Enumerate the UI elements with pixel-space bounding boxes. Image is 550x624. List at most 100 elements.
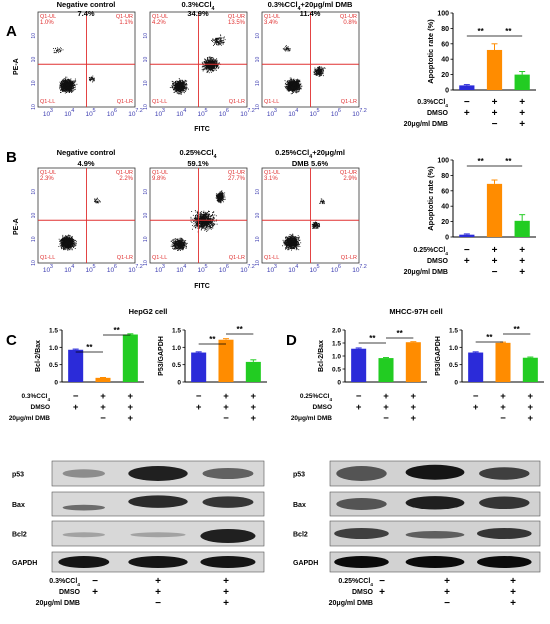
flow-event xyxy=(67,239,69,241)
flow-event xyxy=(62,84,64,86)
flow-event xyxy=(177,83,179,85)
flow-event xyxy=(69,247,71,249)
flow-event xyxy=(210,63,212,65)
flow-event xyxy=(71,90,73,92)
flow-event xyxy=(288,50,290,52)
flow-event xyxy=(63,91,65,93)
flow-event xyxy=(68,90,70,92)
flow-event xyxy=(218,63,220,64)
flow-event xyxy=(74,243,76,245)
flow-event xyxy=(183,84,185,86)
flow-event xyxy=(293,89,295,91)
flow-event xyxy=(61,248,62,250)
flow-event xyxy=(215,62,217,64)
flow-event xyxy=(68,248,70,250)
flow-event xyxy=(59,88,61,90)
flow-event xyxy=(174,82,176,84)
flow-event xyxy=(315,70,317,72)
x-tick-exp: 5 xyxy=(205,108,208,114)
flow-event xyxy=(69,84,71,86)
flow-event xyxy=(210,59,212,60)
flow-event xyxy=(209,65,211,67)
flow-event xyxy=(73,243,75,245)
flow-event xyxy=(73,239,75,241)
flow-event xyxy=(71,92,73,93)
flow-event xyxy=(314,73,316,74)
flow-event xyxy=(184,82,186,84)
flow-event xyxy=(212,41,214,42)
flow-event xyxy=(321,72,322,74)
flow-event xyxy=(183,85,185,87)
flow-event xyxy=(211,65,213,67)
flow-event xyxy=(69,86,71,88)
flow-event xyxy=(317,68,319,70)
flow-event xyxy=(219,42,221,44)
flow-event xyxy=(171,80,173,82)
flow-event xyxy=(211,66,213,68)
flow-event xyxy=(67,89,69,91)
flow-event xyxy=(206,62,208,64)
flow-event xyxy=(212,60,214,62)
flow-event xyxy=(287,48,289,49)
flow-event xyxy=(64,86,66,88)
flow-event xyxy=(178,93,180,95)
flow-event xyxy=(60,239,62,241)
flow-event xyxy=(64,81,66,83)
flow-event xyxy=(213,61,215,63)
flow-event xyxy=(288,86,290,88)
flow-event xyxy=(292,78,294,80)
flow-event xyxy=(183,81,185,83)
flow-event xyxy=(60,86,62,88)
flow-event xyxy=(61,89,63,91)
flow-event xyxy=(177,80,179,82)
flow-event xyxy=(66,76,68,78)
flow-event xyxy=(176,90,178,92)
flow-event xyxy=(71,84,73,86)
flow-event xyxy=(75,243,77,245)
flow-event xyxy=(69,85,71,87)
flow-event xyxy=(287,48,289,50)
flow-event xyxy=(213,39,215,41)
flow-event xyxy=(204,61,206,63)
flow-event xyxy=(206,58,208,60)
flow-event xyxy=(184,86,186,88)
flow-event xyxy=(173,89,175,91)
flow-event xyxy=(204,65,206,67)
flow-event xyxy=(321,66,323,68)
flow-event xyxy=(66,89,68,91)
flow-event xyxy=(297,89,299,91)
flow-event xyxy=(317,67,318,69)
flow-event xyxy=(74,245,76,247)
flow-event xyxy=(295,88,297,90)
flow-event xyxy=(295,82,297,84)
flow-event xyxy=(297,78,299,80)
flow-event xyxy=(207,64,209,66)
flow-event xyxy=(90,79,92,81)
flow-event xyxy=(61,242,62,244)
flow-event xyxy=(294,83,296,85)
flow-event xyxy=(70,84,72,86)
flow-event xyxy=(291,90,293,92)
flow-event xyxy=(290,88,292,90)
flow-event xyxy=(297,80,299,82)
flow-event xyxy=(317,66,319,68)
flow-event xyxy=(318,72,319,74)
flow-event xyxy=(178,78,180,79)
flow-event xyxy=(317,70,318,72)
flow-event xyxy=(289,48,291,49)
flow-event xyxy=(206,61,208,63)
flow-event xyxy=(57,50,59,52)
flow-event xyxy=(211,59,213,61)
flow-event xyxy=(66,87,67,89)
flow-event xyxy=(219,37,221,39)
flow-event xyxy=(59,245,61,247)
flow-event xyxy=(219,43,221,45)
flow-title-text: 0.3%CCl xyxy=(268,0,298,9)
flow-event xyxy=(177,88,179,90)
flow-event xyxy=(60,242,62,244)
flow-title-text: 0.3%CCl xyxy=(182,0,212,9)
flow-event xyxy=(296,80,298,81)
flow-event xyxy=(62,238,64,240)
flow-event xyxy=(211,61,213,62)
